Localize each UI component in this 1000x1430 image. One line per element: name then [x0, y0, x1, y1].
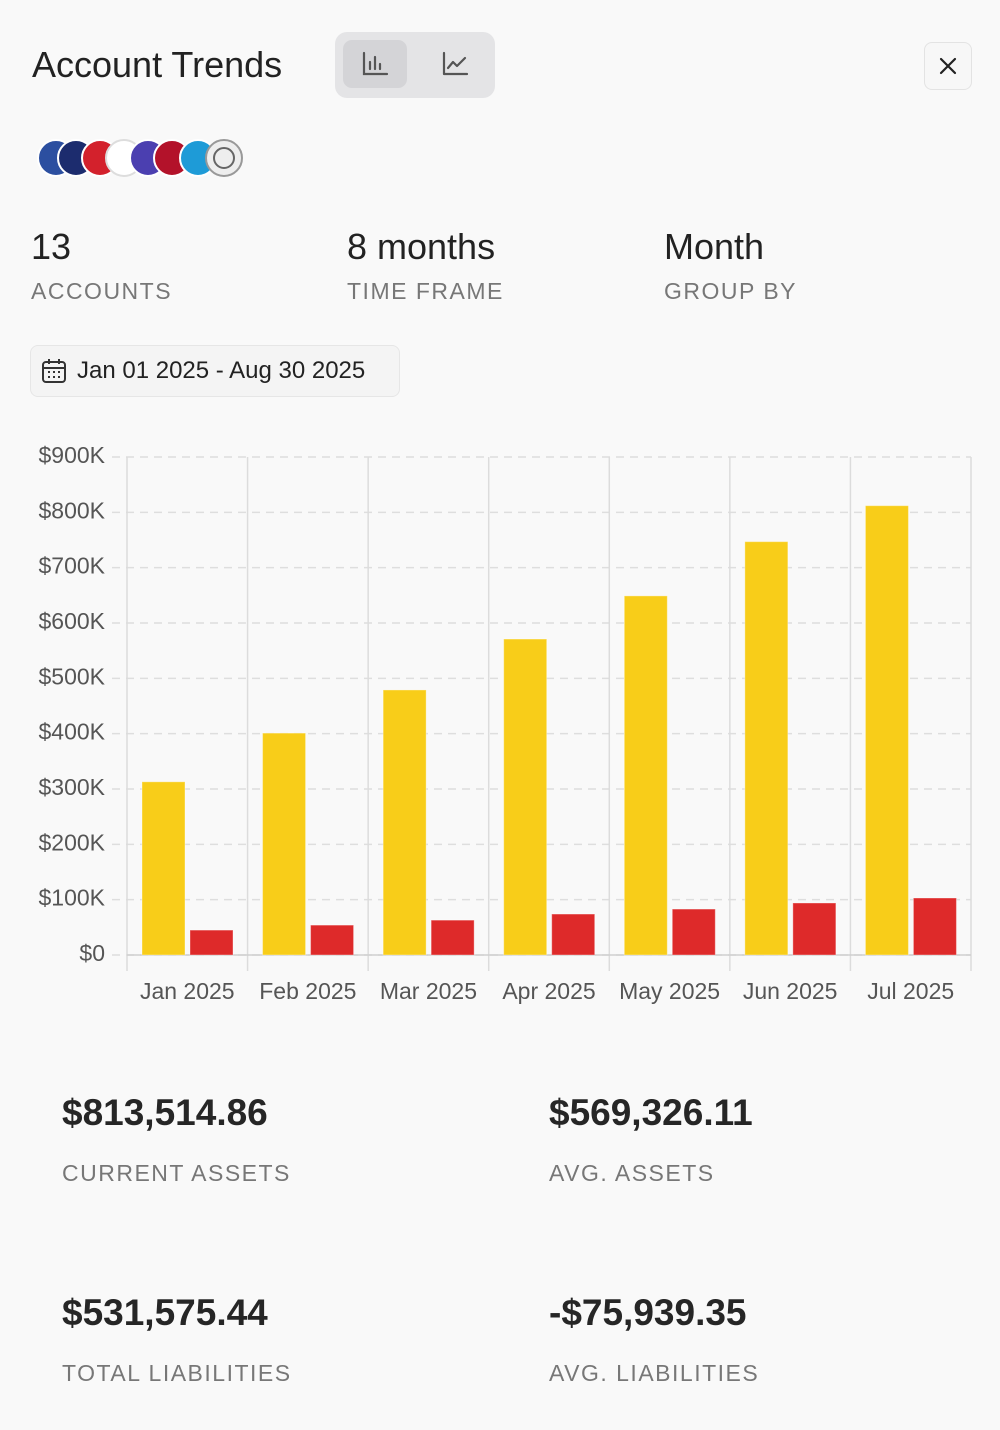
page-title: Account Trends: [32, 44, 283, 85]
close-icon: [939, 57, 957, 75]
x-tick-label: Jun 2025: [743, 978, 838, 1004]
y-tick-label: $600K: [38, 608, 105, 634]
date-range: Jan 01 2025 - Aug 30 2025: [77, 357, 366, 384]
bar: [382, 689, 427, 956]
bank-logos: [37, 139, 243, 177]
bar: [310, 924, 355, 956]
stat-label: GROUP BY: [664, 278, 797, 304]
bar: [430, 919, 475, 956]
bar-icon: [362, 51, 389, 76]
bar: [671, 908, 716, 956]
stat-value: 13: [31, 226, 72, 267]
bar-view-button[interactable]: [343, 40, 407, 88]
summary-item: $531,575.44 TOTAL LIABILITIES: [62, 1292, 292, 1387]
summary-label: TOTAL LIABILITIES: [62, 1360, 292, 1386]
x-tick-label: Apr 2025: [502, 978, 595, 1004]
x-tick-label: Feb 2025: [259, 978, 356, 1004]
stat-label: TIME FRAME: [347, 278, 504, 304]
summary-item: -$75,939.35 AVG. LIABILITIES: [549, 1292, 759, 1387]
stat: 13 ACCOUNTS: [31, 226, 172, 305]
y-tick-label: $500K: [38, 663, 105, 689]
y-tick-label: $200K: [38, 829, 105, 855]
y-tick-label: $800K: [38, 497, 105, 523]
y-tick-label: $700K: [38, 553, 105, 579]
x-tick-label: May 2025: [619, 978, 720, 1004]
stat-value: 8 months: [347, 226, 496, 267]
y-tick-label: $900K: [38, 442, 105, 468]
y-tick-label: $0: [79, 940, 105, 966]
summary-value: -$75,939.35: [549, 1292, 747, 1333]
stat-value: Month: [664, 226, 765, 267]
bar: [864, 505, 909, 956]
view-toggle: [335, 32, 495, 98]
line-view-button[interactable]: [423, 40, 487, 88]
bar: [262, 732, 307, 956]
stat: Month GROUP BY: [664, 226, 797, 305]
summary-value: $813,514.86: [62, 1092, 268, 1133]
bar: [141, 781, 186, 956]
y-tick-label: $400K: [38, 719, 105, 745]
x-tick-label: Jul 2025: [867, 978, 954, 1004]
close-button[interactable]: [924, 42, 972, 90]
summary-label: AVG. LIABILITIES: [549, 1360, 760, 1386]
bar: [189, 929, 234, 956]
bar: [744, 541, 789, 956]
summary-item: $569,326.11 AVG. ASSETS: [549, 1092, 753, 1187]
stat: 8 months TIME FRAME: [347, 226, 504, 305]
stat-label: ACCOUNTS: [31, 278, 173, 304]
summary-value: $569,326.11: [549, 1092, 753, 1133]
chart: $0 $100K $200K $300K $400K $500K $600K $700K $80…: [38, 442, 972, 1004]
calendar-icon: [42, 359, 66, 383]
y-tick-label: $100K: [38, 885, 105, 911]
bar: [792, 902, 837, 956]
date-range-button[interactable]: Jan 01 2025 - Aug 30 2025: [30, 345, 400, 397]
y-tick-label: $300K: [38, 774, 105, 800]
summary-item: $813,514.86 CURRENT ASSETS: [62, 1092, 291, 1187]
line-icon: [442, 51, 469, 76]
summary-value: $531,575.44: [62, 1292, 268, 1333]
bar: [623, 595, 668, 956]
bar: [503, 638, 548, 956]
summary-label: CURRENT ASSETS: [62, 1160, 291, 1186]
bar: [551, 913, 596, 956]
bar: [912, 897, 957, 956]
summary-label: AVG. ASSETS: [549, 1160, 715, 1186]
x-tick-label: Jan 2025: [140, 978, 235, 1004]
x-tick-label: Mar 2025: [380, 978, 477, 1004]
